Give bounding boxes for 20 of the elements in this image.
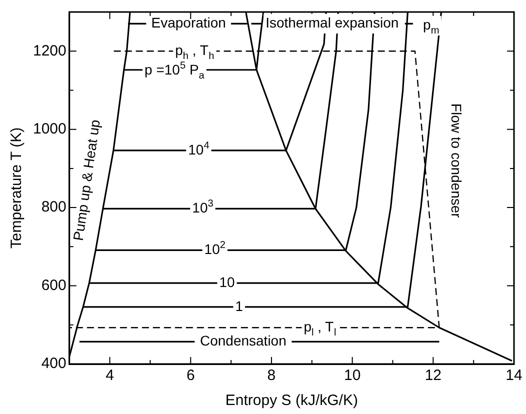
y-tick-label: 1000 <box>32 120 66 138</box>
annotation: Isothermal expansion <box>266 14 399 31</box>
y-tick-label: 800 <box>41 198 66 216</box>
x-tick-label: 4 <box>106 367 114 384</box>
y-tick-label: 1200 <box>32 42 66 60</box>
x-tick-label: 6 <box>186 367 195 384</box>
annotation: Evaporation <box>151 14 226 31</box>
y-tick-label: 600 <box>41 276 66 294</box>
y-axis-title: Temperature T (K) <box>8 127 26 249</box>
annotation: 10 <box>219 274 236 290</box>
x-tick-label: 12 <box>424 367 442 384</box>
x-tick-label: 10 <box>344 367 361 384</box>
annotation: Condensation <box>200 332 286 349</box>
annotation: 1 <box>235 298 244 314</box>
annotation: Flow to condenser <box>448 103 465 218</box>
annotation: Pump up & Heat up <box>70 118 103 242</box>
y-tick-label: 400 <box>41 355 66 372</box>
x-axis-title: Entropy S (kJ/kG/K) <box>225 392 358 410</box>
x-tick-label: 14 <box>506 367 522 384</box>
x-tick-label: 8 <box>267 367 276 384</box>
